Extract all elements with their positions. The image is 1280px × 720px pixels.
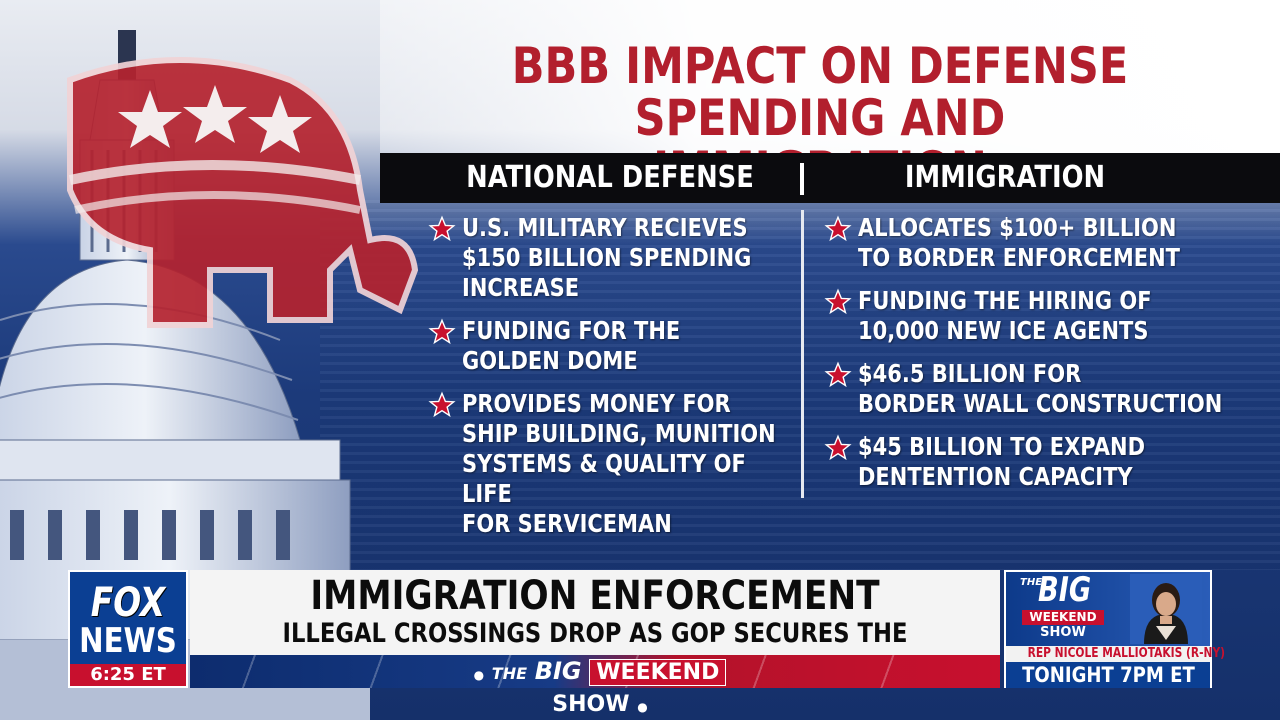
show-name-ticker: ● THE BIG WEEKEND SHOW ● <box>440 657 760 717</box>
chyron-banner <box>190 570 1000 655</box>
star-icon <box>824 288 852 315</box>
bullet-text: $46.5 BILLION FOR BORDER WALL CONSTRUCTI… <box>858 359 1223 418</box>
promo-time: TONIGHT 7PM ET <box>1006 662 1210 688</box>
column-heading-immigration: IMMIGRATION <box>904 160 1106 195</box>
logo-fox-text: FOX <box>90 580 166 626</box>
list-item: PROVIDES MONEY FOR SHIP BUILDING, MUNITI… <box>428 389 798 539</box>
star-icon <box>428 215 456 242</box>
bullet-dot-icon: ● <box>637 700 648 714</box>
column-heading-national-defense: NATIONAL DEFENSE <box>466 160 754 195</box>
ticker-big: BIG <box>534 657 582 685</box>
ticker-show: SHOW <box>552 692 630 717</box>
gop-elephant-logo <box>67 57 419 328</box>
guest-name-text: REP NICOLE MALLIOTAKIS (R-NY) <box>1027 646 1226 661</box>
newspaper-texture <box>320 200 1280 570</box>
promo-big: BIG <box>1038 570 1092 610</box>
bullet-dot-icon: ● <box>473 668 485 682</box>
star-icon <box>824 215 852 242</box>
list-item: $45 BILLION TO EXPAND DENTENTION CAPACIT… <box>824 432 1244 492</box>
bullet-text: FUNDING THE HIRING OF 10,000 NEW ICE AGE… <box>858 286 1152 345</box>
bullet-text: PROVIDES MONEY FOR SHIP BUILDING, MUNITI… <box>462 389 776 538</box>
bullet-text: $45 BILLION TO EXPAND DENTENTION CAPACIT… <box>858 432 1146 491</box>
star-icon <box>428 391 456 418</box>
column-divider <box>801 210 804 498</box>
star-icon <box>824 434 852 461</box>
chyron-title: IMMIGRATION ENFORCEMENT <box>310 573 880 619</box>
star-icon <box>824 361 852 388</box>
column-header-bar <box>380 153 1280 203</box>
ticker-weekend: WEEKEND <box>589 659 727 686</box>
guest-name: REP NICOLE MALLIOTAKIS (R-NY) <box>1006 646 1225 662</box>
bullet-text: U.S. MILITARY RECIEVES $150 BILLION SPEN… <box>462 213 752 302</box>
logo-news-text: NEWS <box>79 621 177 661</box>
defense-bullet-list: U.S. MILITARY RECIEVES $150 BILLION SPEN… <box>428 213 798 552</box>
immigration-bullet-list: ALLOCATES $100+ BILLION TO BORDER ENFORC… <box>824 213 1244 505</box>
promo-show: SHOW <box>1040 625 1086 640</box>
time-badge: 6:25 ET <box>70 664 186 686</box>
column-header-divider <box>800 163 804 195</box>
list-item: $46.5 BILLION FOR BORDER WALL CONSTRUCTI… <box>824 359 1244 419</box>
star-icon <box>428 318 456 345</box>
guest-photo <box>1130 574 1202 644</box>
list-item: FUNDING THE HIRING OF 10,000 NEW ICE AGE… <box>824 286 1244 346</box>
list-item: FUNDING FOR THE GOLDEN DOME <box>428 316 798 376</box>
promo-time-text: TONIGHT 7PM ET <box>1021 663 1195 687</box>
list-item: U.S. MILITARY RECIEVES $150 BILLION SPEN… <box>428 213 798 303</box>
bullet-text: FUNDING FOR THE GOLDEN DOME <box>462 316 681 375</box>
promo-the: THE <box>1020 577 1043 588</box>
headline-backdrop <box>380 0 1280 160</box>
bullet-text: ALLOCATES $100+ BILLION TO BORDER ENFORC… <box>858 213 1180 272</box>
ticker-the: THE <box>491 664 528 683</box>
promo-weekend: WEEKEND <box>1022 610 1104 625</box>
list-item: ALLOCATES $100+ BILLION TO BORDER ENFORC… <box>824 213 1244 273</box>
